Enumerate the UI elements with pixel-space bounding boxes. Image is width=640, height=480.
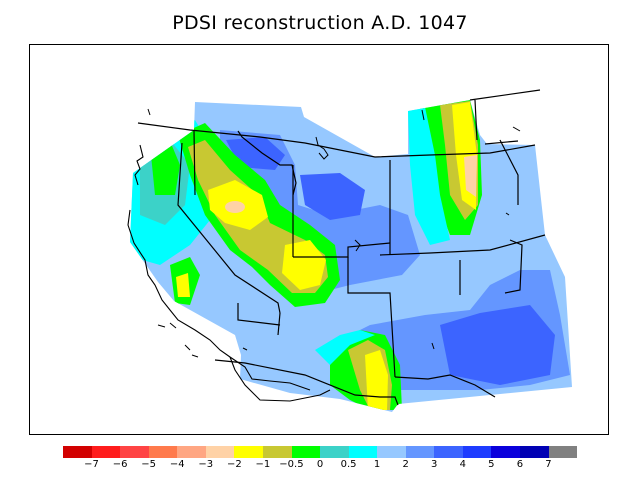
gulf-california-coast bbox=[229, 356, 331, 402]
lake-island-1 bbox=[147, 108, 151, 116]
legend-swatch bbox=[148, 446, 178, 458]
lake-island-6 bbox=[431, 342, 435, 350]
pdsi-region-dry-southwest-core bbox=[176, 273, 190, 297]
legend-swatch bbox=[520, 446, 549, 458]
legend-swatch bbox=[234, 446, 263, 458]
puget-sound bbox=[134, 144, 144, 186]
border-nw-diagonal bbox=[177, 142, 281, 314]
legend-label: 5 bbox=[488, 459, 495, 470]
pdsi-region-wet-east bbox=[440, 305, 555, 385]
legend-swatch bbox=[291, 446, 321, 458]
coastline bbox=[127, 144, 331, 402]
legend-label: −7 bbox=[84, 459, 99, 470]
border-mexico bbox=[214, 359, 399, 406]
legend-label: 0 bbox=[316, 459, 324, 470]
pacific-coast bbox=[127, 209, 311, 391]
color-legend-labels: −7 −6 −5 −4 −3 −2 −1 −0.5 0 0.5 1 2 3 4 5 6 7 bbox=[63, 459, 577, 473]
legend-swatch bbox=[405, 446, 435, 458]
lake-island-4 bbox=[512, 126, 521, 132]
legend-label: 2 bbox=[402, 459, 409, 470]
pdsi-region-dry-south-core bbox=[365, 350, 388, 410]
legend-label: −2 bbox=[226, 459, 242, 470]
border-south-east bbox=[394, 374, 496, 398]
legend-label: −4 bbox=[169, 459, 185, 470]
legend-label: −0.5 bbox=[279, 459, 304, 470]
legend-swatch bbox=[434, 446, 463, 458]
pdsi-region-cyan-northeast bbox=[408, 107, 450, 245]
legend-swatch bbox=[120, 446, 149, 458]
border-utah-arizona bbox=[237, 303, 281, 326]
legend-label: −3 bbox=[198, 459, 214, 470]
pdsi-map bbox=[127, 89, 572, 412]
legend-swatch bbox=[63, 446, 92, 458]
legend-label: −1 bbox=[255, 459, 271, 470]
lake-island-5 bbox=[505, 212, 510, 216]
us-canada-border bbox=[137, 122, 536, 158]
legend-swatch bbox=[548, 446, 578, 458]
legend-label: 4 bbox=[459, 459, 466, 470]
legend-swatch bbox=[462, 446, 492, 458]
political-boundaries bbox=[137, 89, 546, 406]
canada-boundary-north bbox=[469, 89, 541, 141]
border-northeast-state bbox=[484, 139, 519, 205]
legend-label: 6 bbox=[516, 459, 524, 470]
border-colorado-south bbox=[347, 257, 396, 378]
border-nevada-utah bbox=[277, 312, 281, 336]
legend-label: −6 bbox=[112, 459, 128, 470]
pdsi-region-wet-center bbox=[300, 173, 365, 220]
border-utah-north bbox=[293, 242, 391, 258]
lakes-and-islands bbox=[147, 108, 521, 358]
legend-swatch bbox=[377, 446, 406, 458]
legend-swatch bbox=[491, 446, 520, 458]
legend-swatch bbox=[348, 446, 378, 458]
color-legend bbox=[63, 446, 578, 458]
legend-swatch bbox=[205, 446, 235, 458]
lake-island-2 bbox=[354, 239, 361, 252]
legend-label: 7 bbox=[545, 459, 552, 470]
legend-swatch bbox=[177, 446, 206, 458]
map-title: PDSI reconstruction A.D. 1047 bbox=[172, 12, 468, 34]
lake-island-7 bbox=[169, 322, 191, 351]
legend-label: −5 bbox=[141, 459, 157, 470]
legend-swatch bbox=[91, 446, 121, 458]
legend-label: 3 bbox=[431, 459, 438, 470]
great-salt-lake bbox=[315, 136, 329, 160]
lake-island-3 bbox=[421, 109, 425, 121]
legend-swatch bbox=[262, 446, 292, 458]
island-row-1 bbox=[157, 324, 248, 358]
border-montana-idaho bbox=[237, 130, 297, 196]
border-texas-north bbox=[459, 239, 523, 295]
legend-swatch bbox=[320, 446, 349, 458]
legend-label: 1 bbox=[373, 459, 381, 470]
map-panel bbox=[29, 44, 609, 435]
pdsi-region-dry-northeast-peak bbox=[464, 155, 477, 197]
pdsi-region-cyan-south bbox=[315, 330, 375, 365]
legend-label: 0.5 bbox=[340, 459, 357, 470]
border-idaho-west bbox=[193, 130, 196, 196]
pdsi-region-dry-peak bbox=[225, 201, 245, 213]
